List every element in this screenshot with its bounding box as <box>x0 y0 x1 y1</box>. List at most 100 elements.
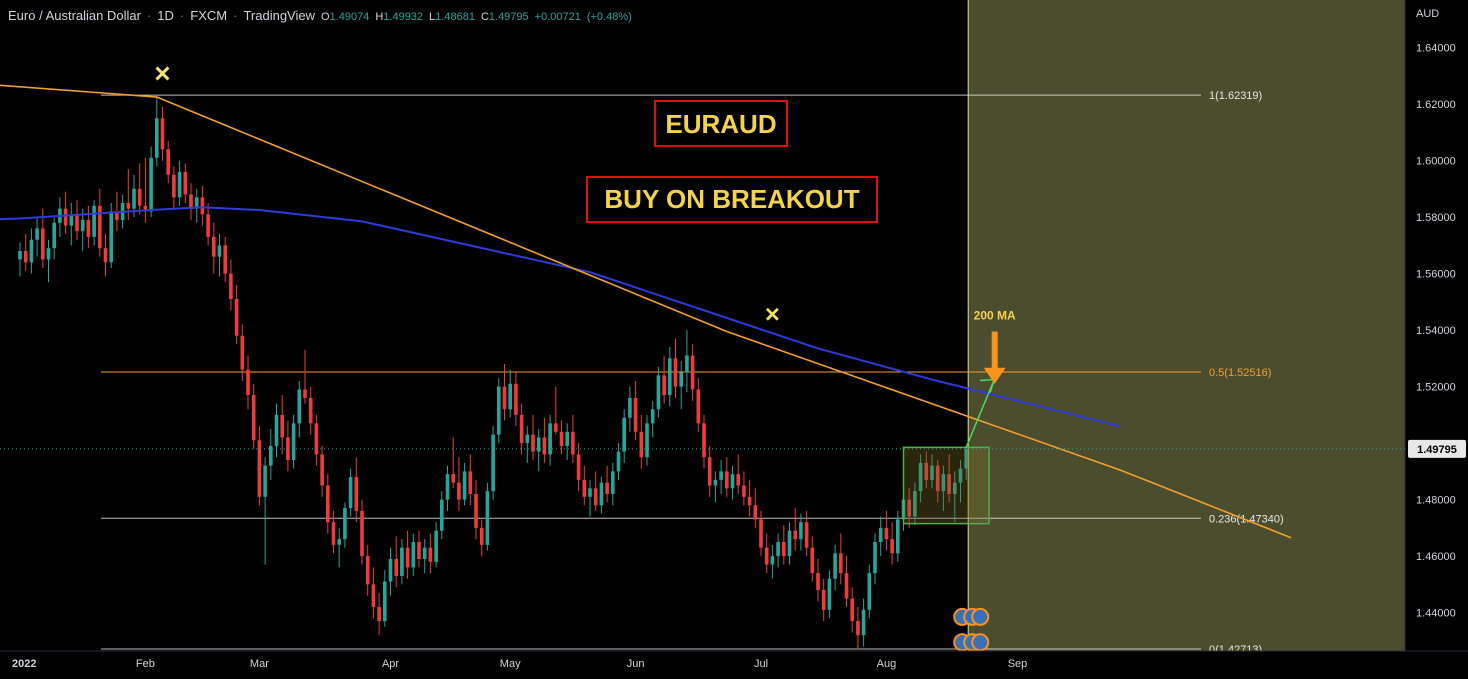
candle[interactable] <box>29 228 34 274</box>
candle[interactable] <box>878 516 883 557</box>
candle[interactable] <box>599 477 604 514</box>
candle[interactable] <box>485 482 490 551</box>
candle[interactable] <box>616 443 621 480</box>
candle[interactable] <box>656 366 661 418</box>
candle[interactable] <box>280 395 284 455</box>
candle[interactable] <box>143 157 148 223</box>
candle[interactable] <box>417 530 421 568</box>
candle[interactable] <box>371 567 376 619</box>
candle[interactable] <box>217 234 222 277</box>
candle[interactable] <box>405 530 410 579</box>
candle[interactable] <box>479 519 484 557</box>
candle[interactable] <box>394 536 398 588</box>
candle[interactable] <box>833 544 837 591</box>
candle[interactable] <box>844 556 849 607</box>
candle[interactable] <box>747 479 752 517</box>
candle[interactable] <box>918 454 923 503</box>
candle[interactable] <box>206 202 210 246</box>
candle[interactable] <box>451 437 455 489</box>
candle[interactable] <box>867 564 872 619</box>
candle[interactable] <box>941 465 946 511</box>
candle[interactable] <box>246 355 250 410</box>
candle[interactable] <box>531 414 535 461</box>
candle[interactable] <box>360 499 364 565</box>
candle[interactable] <box>286 420 290 472</box>
candle[interactable] <box>861 598 866 647</box>
candle[interactable] <box>559 420 564 455</box>
candle[interactable] <box>200 186 205 226</box>
candle[interactable] <box>257 426 262 506</box>
candle[interactable] <box>462 462 467 506</box>
candle[interactable] <box>18 242 22 277</box>
candle[interactable] <box>827 570 832 619</box>
candle[interactable] <box>668 347 672 407</box>
candle[interactable] <box>725 457 729 497</box>
candle[interactable] <box>502 364 507 421</box>
candle[interactable] <box>75 200 79 240</box>
candle[interactable] <box>132 174 136 218</box>
candle[interactable] <box>935 460 940 503</box>
economic-event-icon[interactable] <box>971 607 990 626</box>
candle[interactable] <box>440 491 444 540</box>
candle[interactable] <box>907 488 911 528</box>
candle[interactable] <box>690 344 695 401</box>
candle[interactable] <box>821 578 826 622</box>
candle[interactable] <box>839 533 843 585</box>
candle[interactable] <box>605 465 609 503</box>
candle[interactable] <box>787 522 792 565</box>
candle[interactable] <box>160 106 165 161</box>
candle[interactable] <box>514 372 518 427</box>
candle[interactable] <box>582 465 587 506</box>
candle[interactable] <box>491 426 495 500</box>
candle[interactable] <box>308 386 313 435</box>
candle[interactable] <box>650 400 655 438</box>
candle-layer[interactable] <box>18 95 968 650</box>
candle[interactable] <box>571 414 575 463</box>
candle[interactable] <box>719 460 723 494</box>
candle[interactable] <box>177 160 182 206</box>
candle[interactable] <box>383 570 387 627</box>
candle[interactable] <box>388 547 393 596</box>
candle[interactable] <box>445 465 450 511</box>
candle[interactable] <box>35 217 39 257</box>
candle[interactable] <box>759 510 763 557</box>
candle[interactable] <box>326 474 330 534</box>
candle[interactable] <box>98 188 102 257</box>
candle[interactable] <box>525 426 530 463</box>
candle[interactable] <box>645 414 649 466</box>
candle[interactable] <box>930 454 934 489</box>
candle[interactable] <box>662 355 666 404</box>
candle[interactable] <box>764 533 769 574</box>
candle[interactable] <box>166 140 170 184</box>
candle[interactable] <box>343 502 347 548</box>
candle[interactable] <box>337 527 341 568</box>
candle[interactable] <box>565 423 569 461</box>
candle[interactable] <box>713 471 718 503</box>
candle[interactable] <box>856 606 860 650</box>
candle[interactable] <box>850 587 854 633</box>
symbol-name[interactable]: Euro / Australian Dollar <box>8 8 141 23</box>
candle[interactable] <box>234 284 239 345</box>
candle[interactable] <box>172 166 176 209</box>
candle[interactable] <box>229 259 233 311</box>
candle[interactable] <box>86 205 91 249</box>
candle[interactable] <box>913 482 917 526</box>
candle[interactable] <box>194 188 199 223</box>
candle[interactable] <box>536 428 541 472</box>
candle[interactable] <box>80 208 85 252</box>
candle[interactable] <box>576 443 581 492</box>
candle[interactable] <box>622 409 626 463</box>
candle[interactable] <box>269 428 273 480</box>
candle[interactable] <box>742 471 746 506</box>
candle[interactable] <box>23 234 28 271</box>
candle[interactable] <box>41 208 45 268</box>
candle[interactable] <box>542 417 547 463</box>
candle[interactable] <box>297 380 302 438</box>
candle[interactable] <box>422 539 427 574</box>
candle[interactable] <box>696 378 701 432</box>
candle[interactable] <box>377 592 381 636</box>
candle[interactable] <box>702 414 706 469</box>
candle[interactable] <box>474 479 478 540</box>
candle[interactable] <box>434 522 438 568</box>
